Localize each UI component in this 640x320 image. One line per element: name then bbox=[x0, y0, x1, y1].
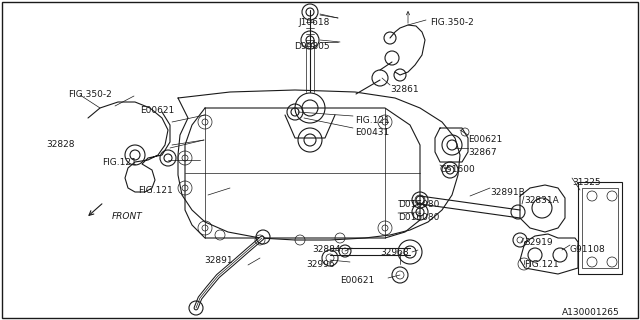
Text: 32968: 32968 bbox=[380, 248, 408, 257]
Text: FIG.121: FIG.121 bbox=[102, 158, 137, 167]
Text: FIG.121: FIG.121 bbox=[524, 260, 559, 269]
Text: A130001265: A130001265 bbox=[563, 308, 620, 317]
Text: 32831A: 32831A bbox=[524, 196, 559, 205]
Text: FRONT: FRONT bbox=[112, 212, 143, 221]
Text: 32828: 32828 bbox=[46, 140, 74, 149]
Text: 31325: 31325 bbox=[572, 178, 600, 187]
Text: D90805: D90805 bbox=[294, 42, 330, 51]
Bar bbox=[578, 182, 622, 274]
Text: G51600: G51600 bbox=[440, 165, 476, 174]
Text: 32884: 32884 bbox=[312, 245, 340, 254]
Text: FIG.121: FIG.121 bbox=[138, 186, 173, 195]
Text: G91108: G91108 bbox=[570, 245, 605, 254]
Text: 32891B: 32891B bbox=[490, 188, 525, 197]
Text: FIG.121: FIG.121 bbox=[355, 116, 390, 125]
Text: D016080: D016080 bbox=[398, 213, 440, 222]
Text: J10618: J10618 bbox=[299, 18, 330, 27]
Text: 32861: 32861 bbox=[390, 85, 419, 94]
Text: 32996: 32996 bbox=[306, 260, 335, 269]
Bar bbox=[582, 188, 618, 268]
Text: E00431: E00431 bbox=[355, 128, 389, 137]
Text: E00621: E00621 bbox=[468, 135, 502, 144]
Text: FIG.350-2: FIG.350-2 bbox=[430, 18, 474, 27]
Text: FIG.350-2: FIG.350-2 bbox=[68, 90, 112, 99]
Text: 32867: 32867 bbox=[468, 148, 497, 157]
Text: E00621: E00621 bbox=[340, 276, 374, 285]
Text: E00621: E00621 bbox=[140, 106, 174, 115]
Text: D016080: D016080 bbox=[398, 200, 440, 209]
Text: 32919: 32919 bbox=[524, 238, 552, 247]
Text: 32891: 32891 bbox=[204, 256, 232, 265]
